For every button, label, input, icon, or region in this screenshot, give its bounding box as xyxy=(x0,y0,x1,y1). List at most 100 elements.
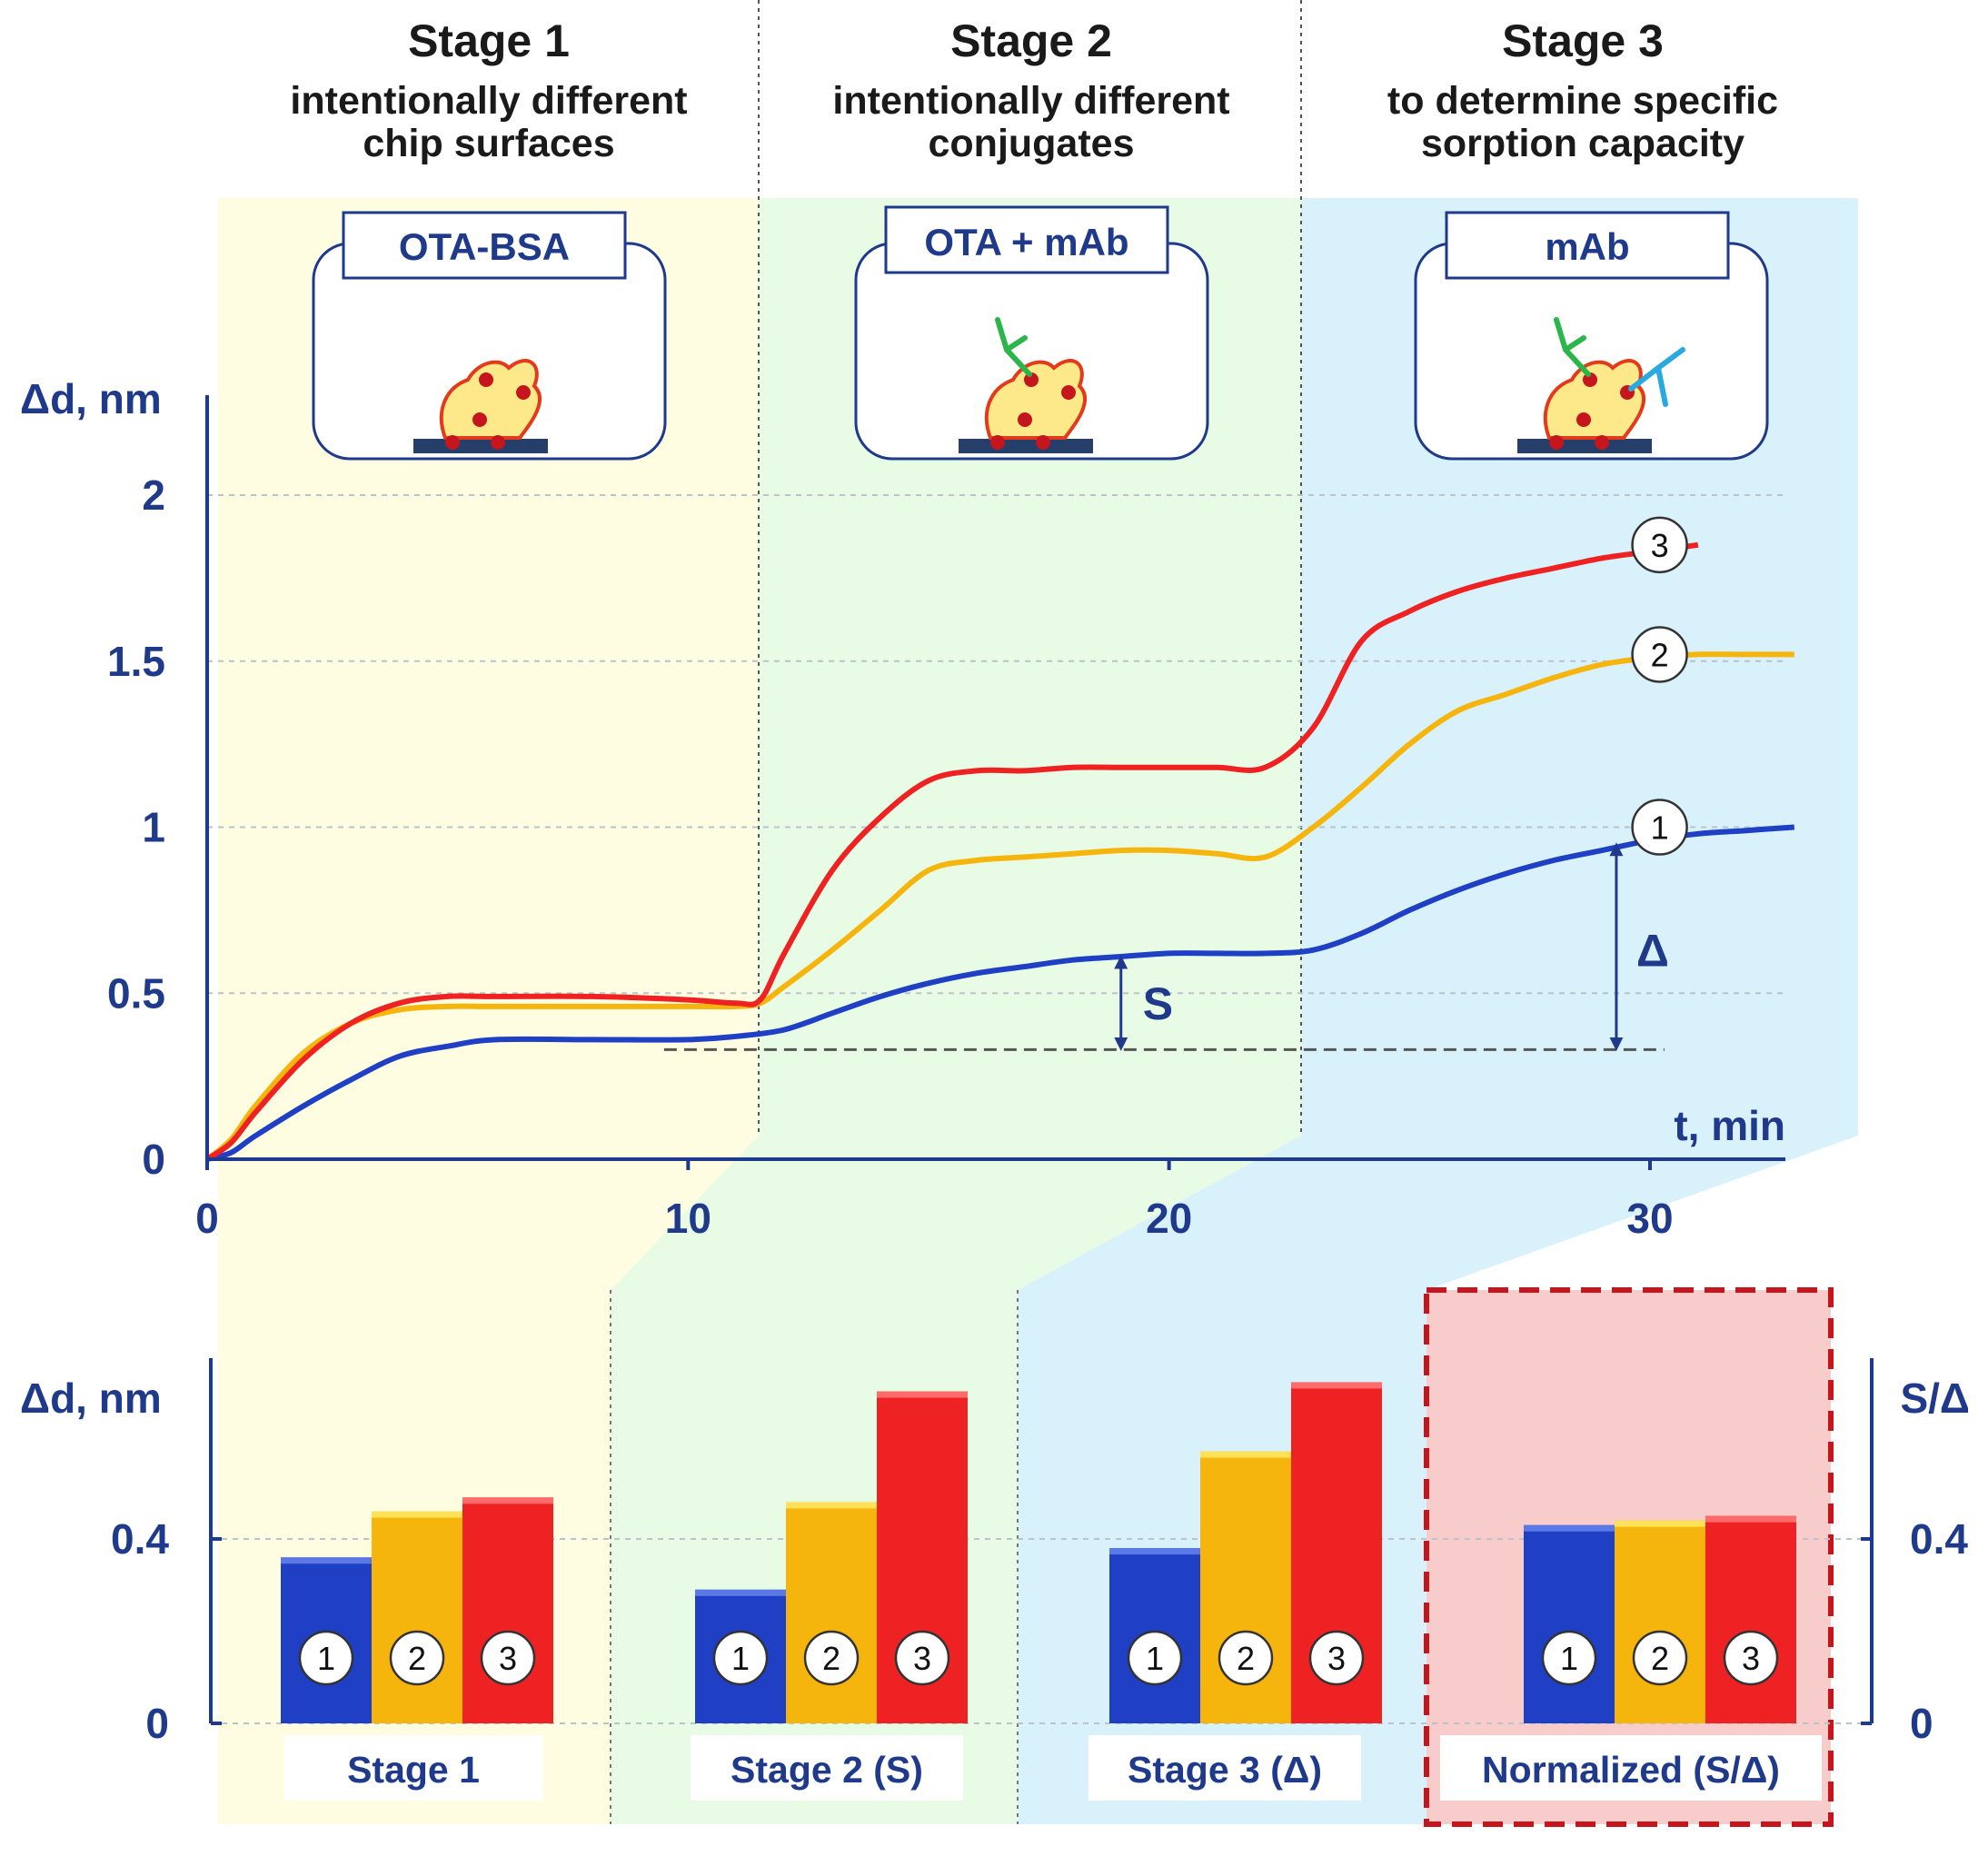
x-tick-label: 10 xyxy=(665,1195,711,1242)
bar-highlight xyxy=(462,1497,553,1504)
bar-y-axis-label: Δd, nm xyxy=(20,1375,162,1422)
stage1-subtitle-1: intentionally different xyxy=(290,79,687,123)
bar-label-circle xyxy=(894,1630,950,1686)
series-label-2: 2 xyxy=(1651,636,1669,673)
series-line-3 xyxy=(205,541,1699,1162)
line-chart-axes xyxy=(205,395,1785,1161)
bar-label: 3 xyxy=(913,1640,931,1677)
bar-4-2 xyxy=(1615,1520,1705,1723)
line-chart-annotations: S Δ xyxy=(663,842,1669,1051)
bar-highlight xyxy=(1615,1520,1705,1527)
bar-label-circle xyxy=(1218,1630,1274,1686)
bar-4-3 xyxy=(1705,1515,1796,1723)
delta-label: Δ xyxy=(1636,926,1669,977)
line-y-axis-label: Δd, nm xyxy=(20,375,162,422)
bar-y-tick-label: 0 xyxy=(145,1700,169,1747)
stage3-subtitle-1: to determine specific xyxy=(1387,79,1778,123)
chip-schematic-2: OTA + mAb xyxy=(854,205,1209,461)
bar-label-circle xyxy=(712,1630,769,1686)
bar-label-circle xyxy=(1541,1630,1597,1686)
stage-headers: Stage 1 intentionally different chip sur… xyxy=(290,15,1778,165)
stage2-band xyxy=(611,198,1301,1824)
bar-label: 2 xyxy=(1651,1640,1669,1677)
bar-y-axis-label-right: S/Δ xyxy=(1900,1375,1970,1422)
series-line-2 xyxy=(205,651,1794,1162)
bar-y-tick-label-right: 0 xyxy=(1910,1700,1933,1747)
bar-label-circle xyxy=(1632,1630,1688,1686)
group-label-box xyxy=(1440,1735,1822,1801)
bar-chart-ticks: 0 0.4 0 0.4 xyxy=(111,1515,1968,1747)
x-tick-label: 20 xyxy=(1146,1195,1192,1242)
bar-label: 3 xyxy=(499,1640,517,1677)
bar-label: 1 xyxy=(317,1640,335,1677)
stage2-subtitle-2: conjugates xyxy=(929,122,1135,165)
group-label-box xyxy=(1088,1735,1361,1801)
bar-label: 3 xyxy=(1742,1640,1760,1677)
stage2-title: Stage 2 xyxy=(950,15,1112,66)
bar-highlight xyxy=(786,1502,877,1509)
bar-1-2 xyxy=(372,1511,462,1723)
group-label-box xyxy=(283,1735,543,1801)
bar-label-circle xyxy=(389,1630,445,1686)
bar-highlight xyxy=(1705,1515,1796,1523)
stage3-title: Stage 3 xyxy=(1502,15,1664,66)
bar-highlight xyxy=(1109,1548,1200,1555)
bar-highlight xyxy=(877,1391,968,1398)
bar-group-labels: Stage 1 Stage 2 (S) Stage 3 (Δ) Normalized … xyxy=(283,1735,1822,1801)
bar-y-tick-label-right: 0.4 xyxy=(1910,1515,1968,1563)
background-bands xyxy=(218,0,1858,1827)
bar-label: 3 xyxy=(1327,1640,1346,1677)
bar-label-circle xyxy=(480,1630,536,1686)
bar-label-circle xyxy=(1723,1630,1779,1686)
bar-y-tick-label: 0.4 xyxy=(111,1515,169,1563)
group-label-box xyxy=(691,1735,963,1801)
y-tick-label: 1.5 xyxy=(107,638,165,685)
chip-label-2: OTA + mAb xyxy=(924,221,1128,263)
bar-label-circle xyxy=(1308,1630,1365,1686)
bar-label: 1 xyxy=(731,1640,750,1677)
bar-label: 1 xyxy=(1146,1640,1164,1677)
line-chart-ticks: 00.511.520 10 20 30 xyxy=(107,471,1674,1242)
bar-highlight xyxy=(1291,1382,1382,1389)
bar-highlight xyxy=(695,1589,786,1596)
stage1-title: Stage 1 xyxy=(408,15,570,66)
bar-highlight xyxy=(372,1511,462,1518)
y-tick-label: 0 xyxy=(142,1136,165,1183)
chip-label-1: OTA-BSA xyxy=(399,225,570,268)
line-chart-series: 1 2 3 xyxy=(205,516,1795,1162)
group-label-2: Stage 2 (S) xyxy=(731,1749,923,1791)
bar-2-2 xyxy=(786,1502,877,1723)
bar-1-3 xyxy=(462,1497,553,1723)
series-label-circle-2 xyxy=(1631,626,1688,683)
series-label-3: 3 xyxy=(1651,527,1669,564)
bar-chart-bars: 1 2 3 1 2 3 1 2 3 1 2 3 xyxy=(281,1382,1796,1723)
bar-highlight xyxy=(1200,1451,1291,1458)
series-label-circle-1 xyxy=(1631,799,1688,856)
chip-schematic-1: OTA-BSA xyxy=(312,211,667,461)
chip-schematic-3: mAb xyxy=(1414,211,1769,461)
line-x-axis-label: t, min xyxy=(1674,1102,1785,1149)
chip-label-3: mAb xyxy=(1545,225,1629,268)
line-chart: 123 00.511.520 10 20 30 Δd, nm t, min S Δ xyxy=(20,375,1795,1242)
bar-label: 2 xyxy=(822,1640,840,1677)
bar-label: 1 xyxy=(1560,1640,1578,1677)
bar-label-circle xyxy=(298,1630,354,1686)
series-label-1: 1 xyxy=(1651,809,1669,847)
stage2-subtitle-1: intentionally different xyxy=(832,79,1229,123)
group-label-1: Stage 1 xyxy=(347,1749,480,1791)
x-tick-label: 30 xyxy=(1626,1195,1673,1242)
y-tick-label: 1 xyxy=(142,804,165,851)
bar-label: 2 xyxy=(408,1640,426,1677)
bar-chart: Δd, nm S/Δ 0 0.4 0 0.4 1 2 3 1 2 3 1 2 3 1 2 3 Stage 1… xyxy=(20,1358,1970,1801)
normalized-frame xyxy=(1424,1287,1834,1827)
y-tick-label: 2 xyxy=(142,471,165,519)
bar-highlight xyxy=(281,1557,372,1564)
bar-label: 2 xyxy=(1237,1640,1255,1677)
stage1-subtitle-2: chip surfaces xyxy=(363,122,614,165)
x-tick-label: 0 xyxy=(195,1195,219,1242)
group-label-4: Normalized (S/Δ) xyxy=(1482,1749,1780,1791)
y-tick-label: 0.5 xyxy=(107,969,165,1017)
group-label-3: Stage 3 (Δ) xyxy=(1128,1749,1322,1791)
series-line-1 xyxy=(206,824,1795,1162)
